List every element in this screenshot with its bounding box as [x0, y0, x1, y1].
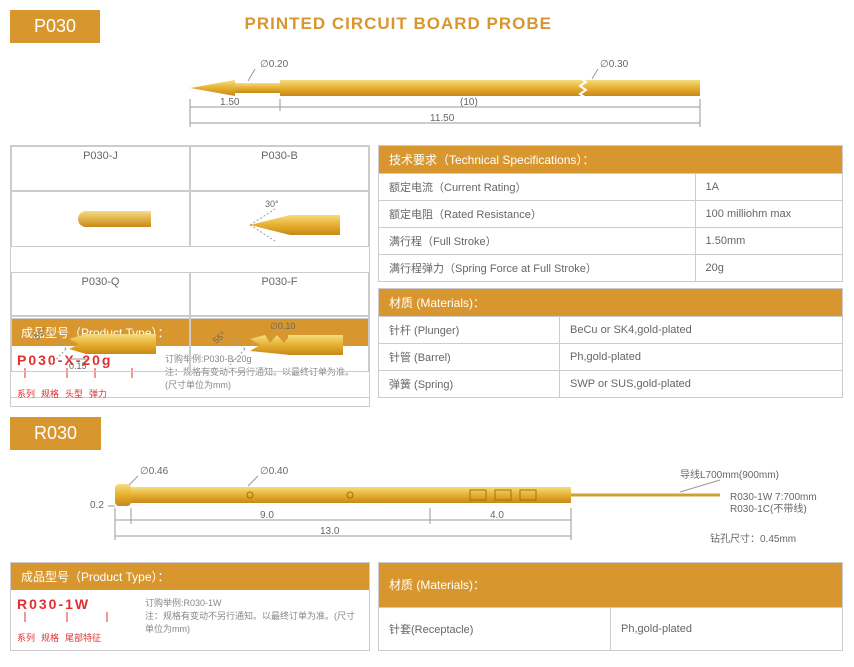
svg-text:0.15: 0.15 — [69, 361, 87, 371]
materials-p-header: 材质 (Materials)： — [379, 289, 843, 317]
svg-text:∅0.10: ∅0.10 — [270, 321, 295, 331]
product-type-r-header: 成品型号（Product Type）： — [11, 563, 369, 590]
tip-f-label: P030-F — [190, 272, 369, 317]
product-type-r: 成品型号（Product Type）： R030-1W 系列 规格 尾部特征 订… — [10, 562, 370, 651]
p030-diagram: ∅0.20 ∅0.30 1.50 (10) 11.50 — [180, 55, 820, 135]
svg-text:钻孔尺寸：0.45mm: 钻孔尺寸：0.45mm — [710, 532, 796, 545]
svg-text:R030-1C(不带线): R030-1C(不带线) — [730, 502, 807, 515]
tip-q-shape: 55° 0.15 — [11, 316, 190, 372]
svg-text:11.50: 11.50 — [430, 113, 455, 124]
tip-j-label: P030-J — [11, 146, 190, 191]
svg-text:∅0.46: ∅0.46 — [140, 466, 169, 477]
p030-tag: P030 — [10, 10, 100, 43]
specs-table: 技术要求（Technical Specifications）： 额定电流（Cur… — [378, 145, 843, 282]
r030-diagram: ∅0.46 ∅0.40 导线L700mm(900mm) R030-1W 7:70… — [20, 462, 840, 552]
svg-text:55°: 55° — [211, 329, 228, 346]
tip-b-label: P030-B — [190, 146, 369, 191]
page-title: PRINTED CIRCUIT BOARD PROBE — [245, 14, 553, 34]
materials-p-table: 材质 (Materials)： 针杆 (Plunger)BeCu or SK4,… — [378, 288, 843, 398]
svg-text:55°: 55° — [32, 325, 49, 342]
r030-tag: R030 — [10, 417, 101, 450]
svg-text:R030-1W 7:700mm: R030-1W 7:700mm — [730, 492, 817, 503]
product-type-r-formula: R030-1W — [17, 596, 137, 612]
tip-f-shape: ∅0.10 55° — [190, 316, 369, 372]
tip-j-shape — [11, 191, 190, 247]
product-type-r-note: 订购举例:R030-1W 注：规格有变动不另行通知。以最终订单为准。(尺寸单位为… — [145, 596, 363, 644]
svg-text:9.0: 9.0 — [260, 510, 274, 521]
svg-text:1.50: 1.50 — [220, 97, 240, 108]
spec-col: 技术要求（Technical Specifications）： 额定电流（Cur… — [378, 145, 843, 398]
dim-d1: ∅0.20 — [260, 59, 289, 70]
svg-text:导线L700mm(900mm): 导线L700mm(900mm) — [680, 468, 779, 481]
header-row: P030 PRINTED CIRCUIT BOARD PROBE — [10, 10, 844, 49]
product-type-p-parts: 系列 规格 头型 弹力 — [17, 387, 157, 400]
svg-text:(10): (10) — [460, 97, 478, 108]
mid-row: P030-J P030-B 30° P030-Q P030-F 55° 0.15… — [10, 145, 844, 398]
materials-r-header: 材质 (Materials)： — [379, 563, 843, 608]
specs-header: 技术要求（Technical Specifications）： — [379, 146, 843, 174]
dim-d2: ∅0.30 — [600, 59, 629, 70]
tip-q-label: P030-Q — [11, 272, 190, 317]
svg-text:0.2: 0.2 — [90, 500, 104, 511]
materials-r-table: 材质 (Materials)： 针套(Receptacle)Ph,gold-pl… — [378, 562, 843, 651]
svg-text:30°: 30° — [265, 199, 279, 209]
product-type-r-parts: 系列 规格 尾部特征 — [17, 631, 137, 644]
bottom-row: 成品型号（Product Type）： R030-1W 系列 规格 尾部特征 订… — [10, 562, 844, 651]
svg-text:4.0: 4.0 — [490, 510, 504, 521]
svg-text:13.0: 13.0 — [320, 526, 340, 537]
tip-types-grid: P030-J P030-B 30° P030-Q P030-F 55° 0.15… — [10, 145, 370, 398]
svg-text:∅0.40: ∅0.40 — [260, 466, 289, 477]
tip-b-shape: 30° — [190, 191, 369, 247]
